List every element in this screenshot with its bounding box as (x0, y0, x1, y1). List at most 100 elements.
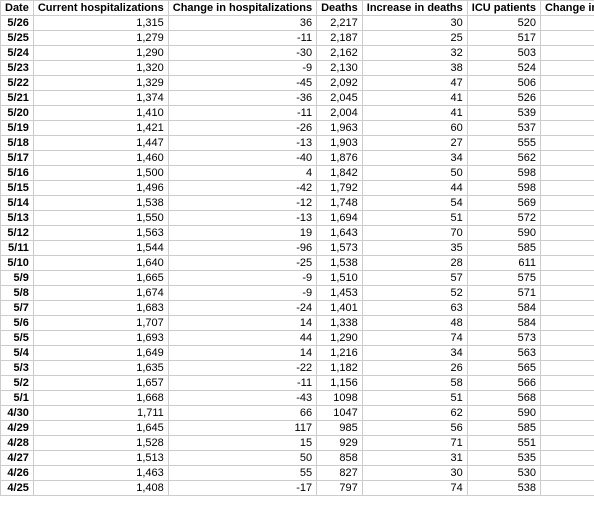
data-table: Date Current hospitalizations Change in … (0, 0, 594, 496)
cell-value: 1,510 (317, 271, 363, 286)
cell-value: 1,563 (33, 226, 168, 241)
cell-value: -24 (168, 301, 316, 316)
cell-value: 5 (540, 226, 594, 241)
cell-value: -25 (168, 256, 316, 271)
cell-date: 5/24 (1, 46, 34, 61)
table-row: 4/291,6451179855658534 (1, 421, 594, 436)
cell-date: 5/8 (1, 286, 34, 301)
cell-value: 117 (168, 421, 316, 436)
cell-date: 5/22 (1, 76, 34, 91)
cell-value: 1,421 (33, 121, 168, 136)
col-deaths: Deaths (317, 1, 363, 16)
cell-value: 70 (362, 226, 467, 241)
cell-value: 5 (540, 406, 594, 421)
cell-date: 5/9 (1, 271, 34, 286)
table-row: 5/81,674-91,45352571-13 (1, 286, 594, 301)
cell-value: 1,550 (33, 211, 168, 226)
cell-value: 44 (168, 331, 316, 346)
cell-value: 524 (467, 61, 540, 76)
cell-date: 5/17 (1, 151, 34, 166)
cell-value: 517 (467, 31, 540, 46)
cell-value: 2,045 (317, 91, 363, 106)
cell-value: 572 (467, 211, 540, 226)
cell-value: 1,408 (33, 481, 168, 496)
cell-value: -26 (540, 241, 594, 256)
cell-value: 34 (362, 151, 467, 166)
cell-value: 1,963 (317, 121, 363, 136)
cell-date: 5/3 (1, 361, 34, 376)
cell-value: 5 (540, 451, 594, 466)
cell-value: 1,544 (33, 241, 168, 256)
cell-value: 1,665 (33, 271, 168, 286)
cell-value: 51 (362, 391, 467, 406)
cell-value: 555 (467, 136, 540, 151)
cell-value: 562 (467, 151, 540, 166)
cell-value: 535 (467, 451, 540, 466)
table-row: 5/241,290-302,16232503-21 (1, 46, 594, 61)
table-row: 5/111,544-961,57335585-26 (1, 241, 594, 256)
col-current-hosp: Current hospitalizations (33, 1, 168, 16)
cell-value: 1,748 (317, 196, 363, 211)
cell-value: 598 (467, 181, 540, 196)
cell-value: 1,329 (33, 76, 168, 91)
table-row: 5/131,550-131,69451572-18 (1, 211, 594, 226)
cell-value: 26 (362, 361, 467, 376)
cell-value: 1,374 (33, 91, 168, 106)
cell-value: 1,315 (33, 16, 168, 31)
cell-value: -20 (540, 76, 594, 91)
cell-value: -13 (168, 211, 316, 226)
cell-value: 858 (317, 451, 363, 466)
cell-value: 0 (540, 166, 594, 181)
cell-value: -9 (168, 271, 316, 286)
cell-value: 2,004 (317, 106, 363, 121)
cell-value: 985 (317, 421, 363, 436)
cell-date: 4/27 (1, 451, 34, 466)
cell-value: -43 (168, 391, 316, 406)
cell-value: 2 (540, 106, 594, 121)
cell-value: 11 (540, 316, 594, 331)
cell-value: 14 (540, 31, 594, 46)
cell-value: 571 (467, 286, 540, 301)
cell-value: 15 (168, 436, 316, 451)
cell-date: 4/25 (1, 481, 34, 496)
cell-value: 1,338 (317, 316, 363, 331)
col-change-icu: Change in ICU (540, 1, 594, 16)
cell-value: -13 (168, 136, 316, 151)
cell-value: 4 (540, 271, 594, 286)
table-row: 5/51,693441,2907457310 (1, 331, 594, 346)
cell-value: 47 (362, 76, 467, 91)
table-row: 5/91,665-91,510575754 (1, 271, 594, 286)
cell-value: 74 (362, 481, 467, 496)
cell-value: 34 (362, 346, 467, 361)
table-row: 5/41,649141,21634563-2 (1, 346, 594, 361)
cell-value: 539 (467, 106, 540, 121)
cell-value: 1,290 (317, 331, 363, 346)
cell-date: 5/19 (1, 121, 34, 136)
table-row: 5/211,374-362,04541526-13 (1, 91, 594, 106)
cell-value: 54 (362, 196, 467, 211)
cell-value: 584 (467, 301, 540, 316)
header-row: Date Current hospitalizations Change in … (1, 1, 594, 16)
cell-value: 44 (362, 181, 467, 196)
cell-value: 520 (467, 16, 540, 31)
cell-value: 52 (362, 286, 467, 301)
table-row: 4/251,408-1779774538-9 (1, 481, 594, 496)
cell-value: 48 (362, 316, 467, 331)
cell-value: 568 (467, 391, 540, 406)
cell-value: 1,573 (317, 241, 363, 256)
cell-value: 60 (362, 121, 467, 136)
table-row: 5/21,657-111,15658566-2 (1, 376, 594, 391)
cell-date: 5/20 (1, 106, 34, 121)
cell-value: 2,130 (317, 61, 363, 76)
cell-value: 611 (467, 256, 540, 271)
cell-date: 5/23 (1, 61, 34, 76)
cell-value: 585 (467, 241, 540, 256)
cell-value: 30 (362, 16, 467, 31)
cell-value: 18 (540, 61, 594, 76)
table-row: 5/141,538-121,74854569-3 (1, 196, 594, 211)
cell-value: 1,182 (317, 361, 363, 376)
cell-value: 32 (362, 46, 467, 61)
cell-value: 573 (467, 331, 540, 346)
cell-value: 16 (540, 436, 594, 451)
cell-value: 563 (467, 346, 540, 361)
